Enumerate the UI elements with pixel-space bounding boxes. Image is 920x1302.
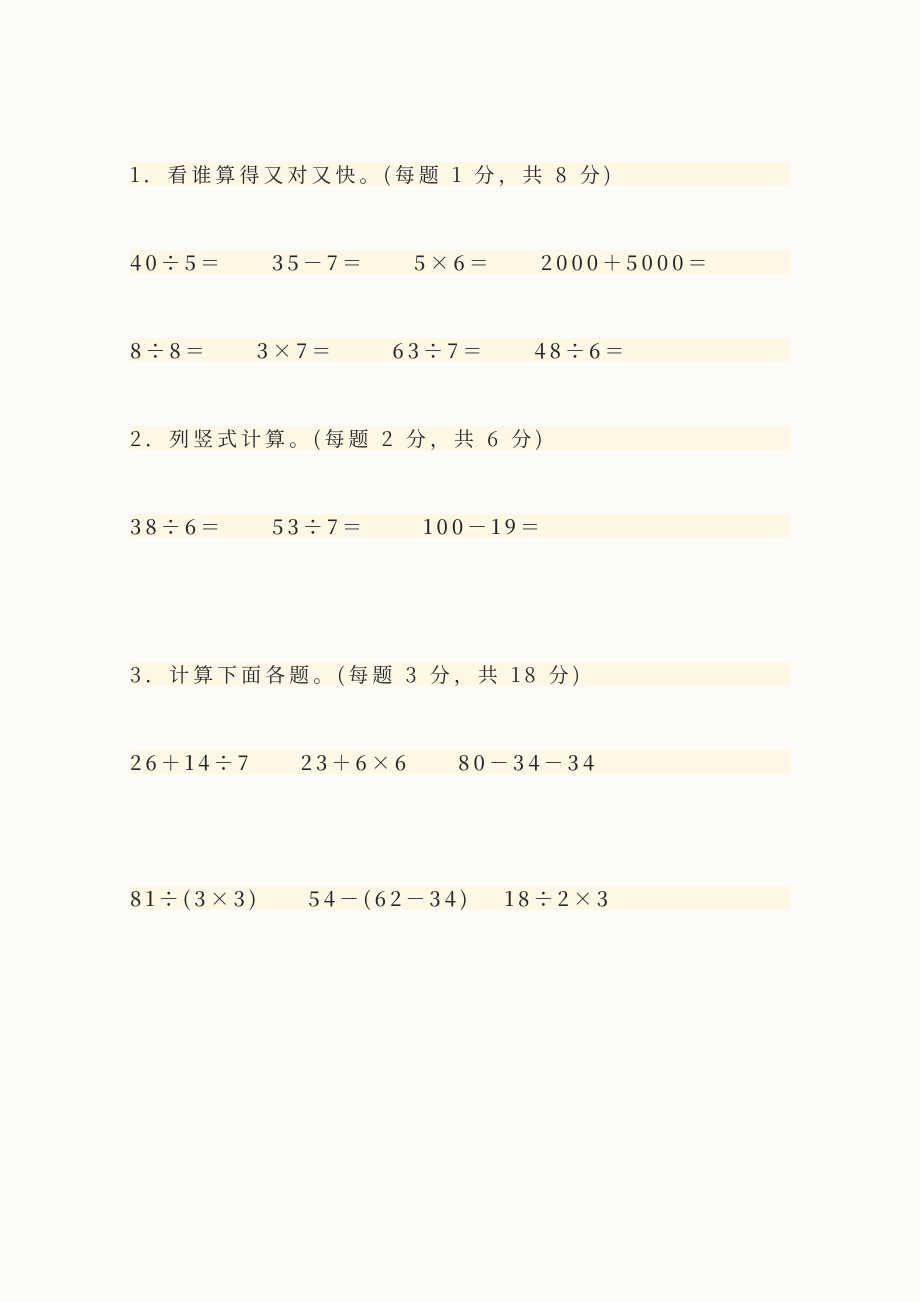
q1-expressions-2: 8÷8＝ 3×7＝ 63÷7＝ 48÷6＝ bbox=[130, 336, 790, 364]
q2-prompt: 2．列竖式计算。(每题 2 分，共 6 分) bbox=[130, 424, 790, 452]
q3-row2: 81÷(3×3) 54－(62－34) 18÷2×3 bbox=[130, 884, 790, 912]
q1-row1: 40÷5＝ 35－7＝ 5×6＝ 2000＋5000＝ bbox=[130, 248, 790, 276]
q2-expressions-1: 38÷6＝ 53÷7＝ 100－19＝ bbox=[130, 512, 790, 540]
worksheet-page: 1．看谁算得又对又快。(每题 1 分，共 8 分) 40÷5＝ 35－7＝ 5×… bbox=[0, 0, 920, 1302]
q3-prompt: 3．计算下面各题。(每题 3 分，共 18 分) bbox=[130, 660, 790, 688]
q3-prompt-row: 3．计算下面各题。(每题 3 分，共 18 分) bbox=[130, 660, 790, 688]
q1-prompt-row: 1．看谁算得又对又快。(每题 1 分，共 8 分) bbox=[130, 160, 790, 188]
q1-expressions-1: 40÷5＝ 35－7＝ 5×6＝ 2000＋5000＝ bbox=[130, 248, 790, 276]
q1-row2: 8÷8＝ 3×7＝ 63÷7＝ 48÷6＝ bbox=[130, 336, 790, 364]
q2-prompt-row: 2．列竖式计算。(每题 2 分，共 6 分) bbox=[130, 424, 790, 452]
q3-expressions-1: 26＋14÷7 23＋6×6 80－34－34 bbox=[130, 748, 790, 776]
q3-expressions-2: 81÷(3×3) 54－(62－34) 18÷2×3 bbox=[130, 884, 790, 912]
q3-row1: 26＋14÷7 23＋6×6 80－34－34 bbox=[130, 748, 790, 776]
spacer bbox=[130, 836, 790, 884]
q2-row1: 38÷6＝ 53÷7＝ 100－19＝ bbox=[130, 512, 790, 540]
q1-prompt: 1．看谁算得又对又快。(每题 1 分，共 8 分) bbox=[130, 160, 790, 188]
